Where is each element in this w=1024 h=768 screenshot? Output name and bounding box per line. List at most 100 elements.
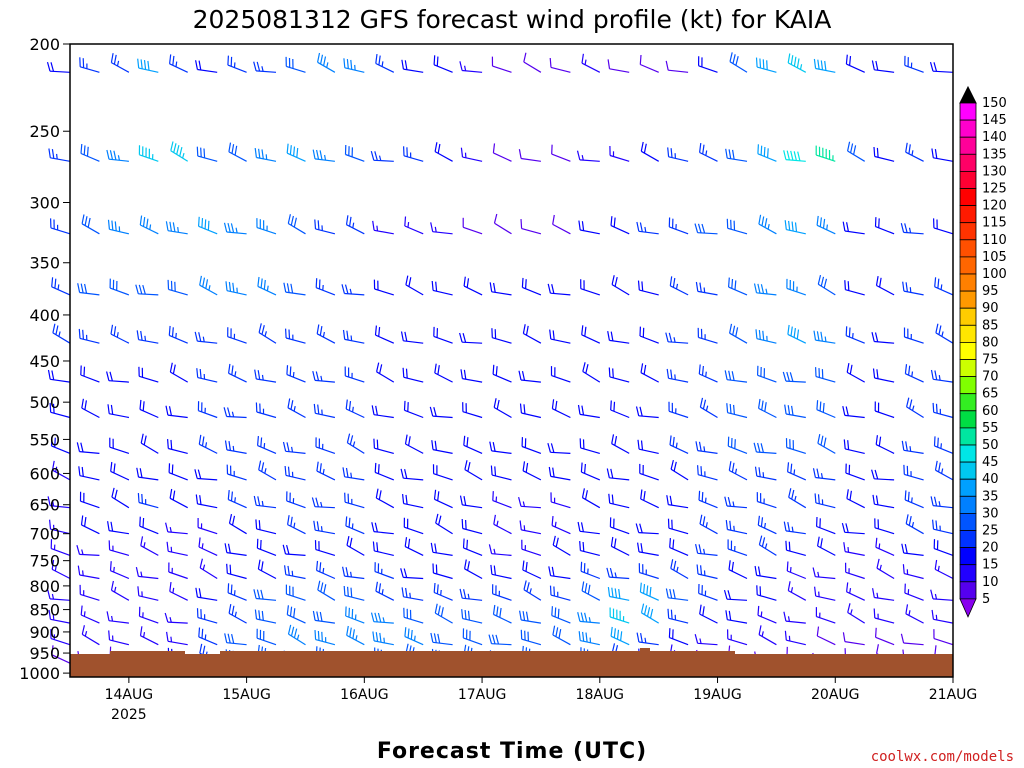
wind-barb (400, 468, 424, 481)
barb-feather (553, 586, 555, 597)
wind-barb (611, 434, 630, 454)
barb-feather (846, 222, 849, 232)
wind-barb (668, 628, 689, 646)
wind-barb (169, 54, 188, 73)
wind-barb (170, 141, 189, 162)
barb-feather (111, 220, 114, 231)
barb-feather (139, 399, 142, 410)
barb-feather (143, 435, 147, 446)
barb-feather (758, 625, 762, 635)
barb-feather (669, 435, 672, 445)
wind-barb (548, 466, 571, 481)
barb-feather (374, 522, 378, 533)
wind-barb (579, 541, 600, 556)
wind-barb (311, 497, 335, 509)
wind-barb (755, 329, 777, 344)
colorbar-swatch (959, 495, 977, 514)
barb-feather (107, 521, 110, 531)
wind-barb (198, 434, 218, 454)
wind-barb (756, 492, 777, 509)
barb-half-feather (234, 611, 237, 617)
barb-feather (548, 466, 552, 477)
barb-feather (462, 333, 467, 343)
barb-feather (669, 588, 673, 599)
barb-feather (640, 603, 645, 613)
barb-shaft (785, 620, 806, 624)
wind-barb (165, 221, 188, 235)
barb-feather (757, 605, 760, 616)
barb-feather (407, 628, 410, 639)
wind-barb (552, 625, 571, 646)
barb-feather (875, 495, 879, 505)
barb-feather (345, 215, 349, 225)
barb-feather (824, 60, 827, 71)
barb-feather (796, 58, 800, 68)
barb-half-feather (911, 497, 913, 503)
barb-half-feather (767, 223, 770, 230)
wind-barb (491, 328, 512, 344)
wind-barb (640, 141, 659, 162)
barb-half-feather (940, 284, 943, 290)
barb-feather (313, 403, 316, 414)
barb-feather (205, 279, 209, 289)
wind-barb (371, 522, 394, 535)
barb-feather (640, 440, 644, 451)
barb-half-feather (382, 617, 385, 623)
wind-barb (228, 142, 247, 162)
wind-barb (933, 629, 954, 646)
barb-feather (431, 280, 434, 291)
barb-feather (195, 60, 198, 70)
barb-feather (49, 519, 52, 530)
wind-barb (168, 562, 188, 580)
barb-feather (199, 368, 202, 379)
barb-feather (813, 330, 817, 341)
barb-feather (84, 283, 88, 294)
barb-feather (433, 489, 437, 500)
barb-feather (878, 218, 880, 228)
wind-barb (669, 435, 689, 454)
barb-feather (431, 440, 434, 450)
barb-feather (196, 146, 199, 157)
barb-half-feather (261, 500, 264, 507)
barb-feather (350, 59, 353, 70)
colorbar-label: 5 (982, 592, 990, 607)
barb-feather (323, 584, 327, 594)
barb-feather (518, 496, 522, 507)
barb-feather (464, 559, 467, 569)
wind-barb (729, 52, 748, 73)
barb-half-feather (322, 468, 325, 475)
colorbar-swatch (959, 581, 977, 600)
barb-feather (140, 433, 144, 444)
barb-feather (817, 59, 820, 70)
barb-feather (731, 561, 734, 572)
barb-feather (201, 436, 205, 446)
barb-half-feather (355, 635, 358, 641)
barb-feather (463, 435, 466, 446)
barb-feather (554, 607, 557, 618)
barb-feather (407, 538, 411, 549)
barb-feather (434, 543, 437, 553)
wind-barb (520, 219, 542, 235)
barb-feather (289, 366, 292, 376)
wind-barb (698, 56, 718, 73)
barb-feather (316, 461, 319, 472)
barb-feather (787, 581, 791, 591)
barb-half-feather (733, 525, 735, 532)
barb-feather (935, 403, 938, 414)
barb-half-feather (322, 567, 325, 574)
barb-feather (139, 468, 143, 478)
colorbar-swatch (959, 222, 977, 241)
barb-feather (50, 436, 53, 446)
barb-shaft (903, 290, 924, 296)
barb-shaft (668, 69, 689, 73)
wind-barb (136, 330, 159, 344)
wind-barb (227, 490, 247, 509)
barb-feather (796, 329, 800, 340)
wind-barb (401, 59, 424, 73)
wind-barb (345, 215, 365, 235)
barb-feather (346, 59, 349, 69)
barb-feather (784, 630, 787, 641)
wind-barb (754, 466, 777, 481)
barb-shaft (817, 283, 836, 296)
barb-feather (196, 368, 199, 378)
